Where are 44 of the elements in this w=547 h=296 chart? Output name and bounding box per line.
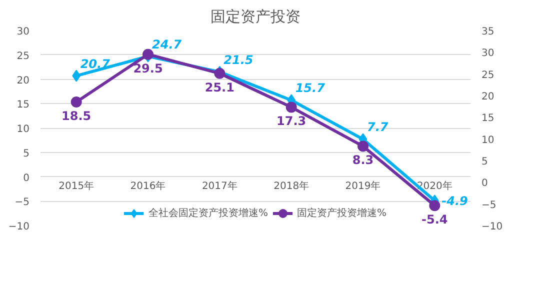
y-tick-label: 0	[23, 172, 30, 184]
data-label: 20.7	[80, 56, 111, 71]
y-tick-label: 15	[16, 100, 30, 111]
y2-tick-label: 25	[482, 70, 494, 81]
data-label: -4.9	[442, 194, 468, 208]
x-tick-label: 2015年	[58, 180, 94, 192]
point	[142, 48, 154, 60]
y-tick-label: 25	[16, 50, 30, 62]
y-tick-label: 30	[16, 26, 30, 38]
data-label: 8.3	[352, 153, 374, 168]
y2-tick-label: 15	[482, 113, 494, 124]
data-label: 17.3	[276, 114, 306, 128]
x-tick-label: 2018年	[274, 180, 310, 192]
y2-tick-label: −10	[482, 222, 503, 232]
x-tick-label: 2019年	[345, 180, 381, 192]
y-tick-label: −5	[14, 197, 30, 208]
y2-tick-label: 0	[482, 178, 488, 190]
data-label: 18.5	[62, 109, 92, 123]
y-tick-label: −10	[8, 222, 30, 232]
x-tick-label: 2017年	[202, 180, 238, 192]
y-tick-label: 10	[16, 124, 30, 135]
y2-tick-label: 35	[482, 26, 494, 38]
data-label: 15.7	[295, 81, 326, 96]
chart-title: 固定资产投资	[210, 8, 300, 26]
y2-tick-label: 20	[482, 92, 494, 102]
data-label: 21.5	[224, 52, 254, 67]
data-label: -5.4	[422, 212, 448, 227]
y2-tick-label: −5	[482, 200, 496, 211]
data-label: 24.7	[152, 37, 182, 52]
y2-tick-label: 30	[482, 48, 494, 60]
point	[429, 200, 440, 212]
data-label: 7.7	[367, 120, 389, 134]
point	[286, 102, 297, 113]
point	[358, 140, 368, 152]
point	[70, 96, 82, 108]
y-tick-label: 20	[16, 75, 30, 86]
y2-tick-label: 5	[482, 156, 488, 168]
data-label: 29.5	[133, 61, 163, 76]
y2-tick-label: 10	[482, 134, 494, 146]
x-tick-label: 2016年	[130, 180, 166, 192]
data-label: 25.1	[204, 80, 234, 94]
legend-label: 固定资产投资增速%	[297, 206, 387, 220]
legend-label: 全社会固定资产投资增速%	[148, 206, 268, 220]
y-tick-label: 5	[23, 148, 30, 160]
